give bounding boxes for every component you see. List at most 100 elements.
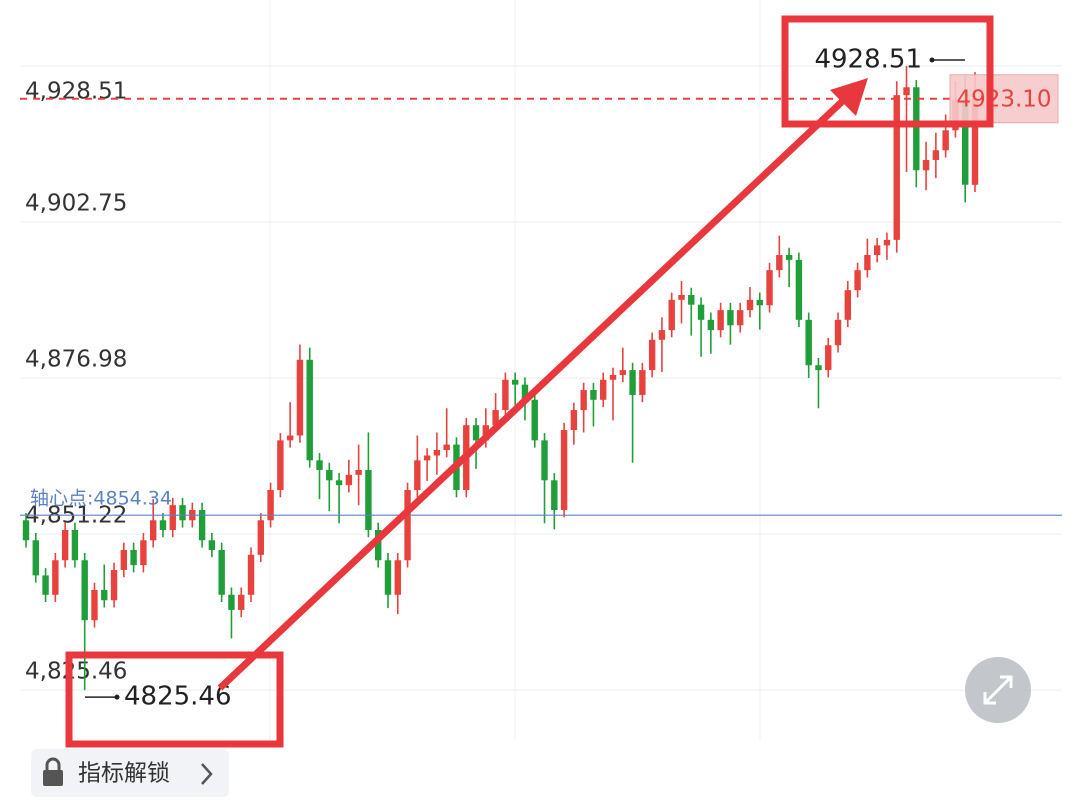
candle-body	[296, 359, 304, 436]
button-bg[interactable]	[31, 749, 229, 797]
candle-body	[913, 87, 920, 171]
candle-body	[218, 549, 225, 595]
current-price-tag	[949, 74, 1059, 124]
candle-body	[825, 345, 832, 371]
candle-body	[766, 270, 773, 306]
candle-body	[785, 255, 793, 260]
button-label[interactable]: 指标解锁	[78, 761, 170, 787]
highlight-box	[781, 15, 994, 128]
y-tick-label: 4,928.51	[25, 79, 127, 105]
candle-body	[903, 87, 910, 96]
candle-body	[404, 490, 411, 561]
arrow-head	[830, 78, 868, 116]
candle-body	[81, 560, 88, 621]
candle-body	[61, 529, 69, 561]
candle-body	[277, 440, 284, 491]
candle-body	[238, 594, 245, 610]
candle-body	[179, 505, 186, 521]
candle-body	[306, 359, 313, 461]
highlight	[65, 15, 994, 748]
candle-body	[619, 370, 626, 375]
candle-body	[844, 290, 852, 320]
candle-body	[257, 520, 265, 555]
candle-body	[423, 455, 431, 461]
candle-body	[384, 560, 392, 595]
candle-body	[326, 470, 333, 481]
candle-body	[600, 379, 607, 400]
candle-body	[590, 390, 597, 400]
candle-body	[570, 410, 578, 431]
candle-body	[551, 480, 558, 510]
candle-body	[688, 294, 695, 305]
expand-button[interactable]	[965, 657, 1031, 723]
candle-body	[492, 410, 499, 426]
unlock-button[interactable]: 指标解锁	[31, 749, 229, 797]
grid	[20, 0, 1062, 740]
candle-body	[531, 399, 538, 441]
candle-body	[629, 370, 636, 395]
candle-body	[394, 560, 401, 595]
candle-body	[247, 554, 255, 595]
pivot-label: 轴心点:4854.34	[30, 488, 172, 510]
candle-body	[345, 474, 353, 486]
candle-body	[511, 379, 519, 385]
candle-body	[609, 374, 617, 380]
candle-body	[228, 594, 235, 610]
candle-body	[639, 370, 646, 395]
candle-body	[101, 589, 108, 601]
candle-body	[668, 299, 675, 331]
y-tick-label: 4,902.75	[25, 191, 127, 217]
candle-body	[365, 470, 372, 530]
candle-body	[707, 319, 715, 331]
candle-body	[286, 435, 294, 441]
candle-body	[932, 150, 940, 160]
y-tick-label: 4,876.98	[25, 347, 127, 373]
candle-body	[52, 560, 59, 595]
chevron	[201, 763, 213, 785]
candle-body	[580, 390, 587, 411]
candle-body	[893, 95, 900, 240]
expand-icon	[983, 675, 1013, 705]
candle-body	[42, 575, 49, 595]
low-dot	[114, 694, 120, 700]
candle-body	[883, 239, 891, 246]
candle-body	[736, 310, 744, 326]
candle-body	[854, 270, 861, 291]
candle-body	[971, 98, 979, 185]
candle-body	[776, 255, 783, 271]
y-tick-label: 4,825.46	[25, 659, 127, 685]
candle-body	[873, 245, 881, 256]
candle-body	[746, 299, 754, 311]
candle-body	[198, 509, 206, 541]
candle-body	[22, 520, 30, 541]
candle-body	[717, 310, 724, 331]
candle-body	[942, 130, 949, 151]
candle-body	[32, 540, 39, 576]
candle-body	[140, 540, 147, 566]
current-price-label: 4923.10	[956, 86, 1051, 112]
candle-body	[805, 319, 812, 366]
candle-body	[208, 540, 216, 550]
candle-body	[169, 505, 176, 530]
candle-body	[110, 569, 118, 601]
candle-body	[91, 589, 98, 621]
low-label: 4825.46	[124, 682, 232, 712]
candle-body	[756, 299, 763, 306]
candle-body	[375, 529, 382, 561]
candle-body	[658, 330, 666, 340]
candle-body	[71, 529, 79, 561]
candle-body	[864, 255, 871, 271]
candle-body	[443, 444, 450, 451]
candle-body	[433, 450, 441, 456]
lock-icon	[45, 757, 61, 770]
candle-body	[502, 379, 509, 411]
lock-icon	[43, 770, 63, 786]
candle-body	[521, 384, 529, 400]
high-dot	[929, 57, 935, 63]
candle-body	[355, 470, 362, 475]
candle-body	[120, 549, 128, 570]
highlight-box	[65, 651, 284, 748]
candle-body	[267, 490, 274, 521]
candle-body	[727, 310, 734, 326]
